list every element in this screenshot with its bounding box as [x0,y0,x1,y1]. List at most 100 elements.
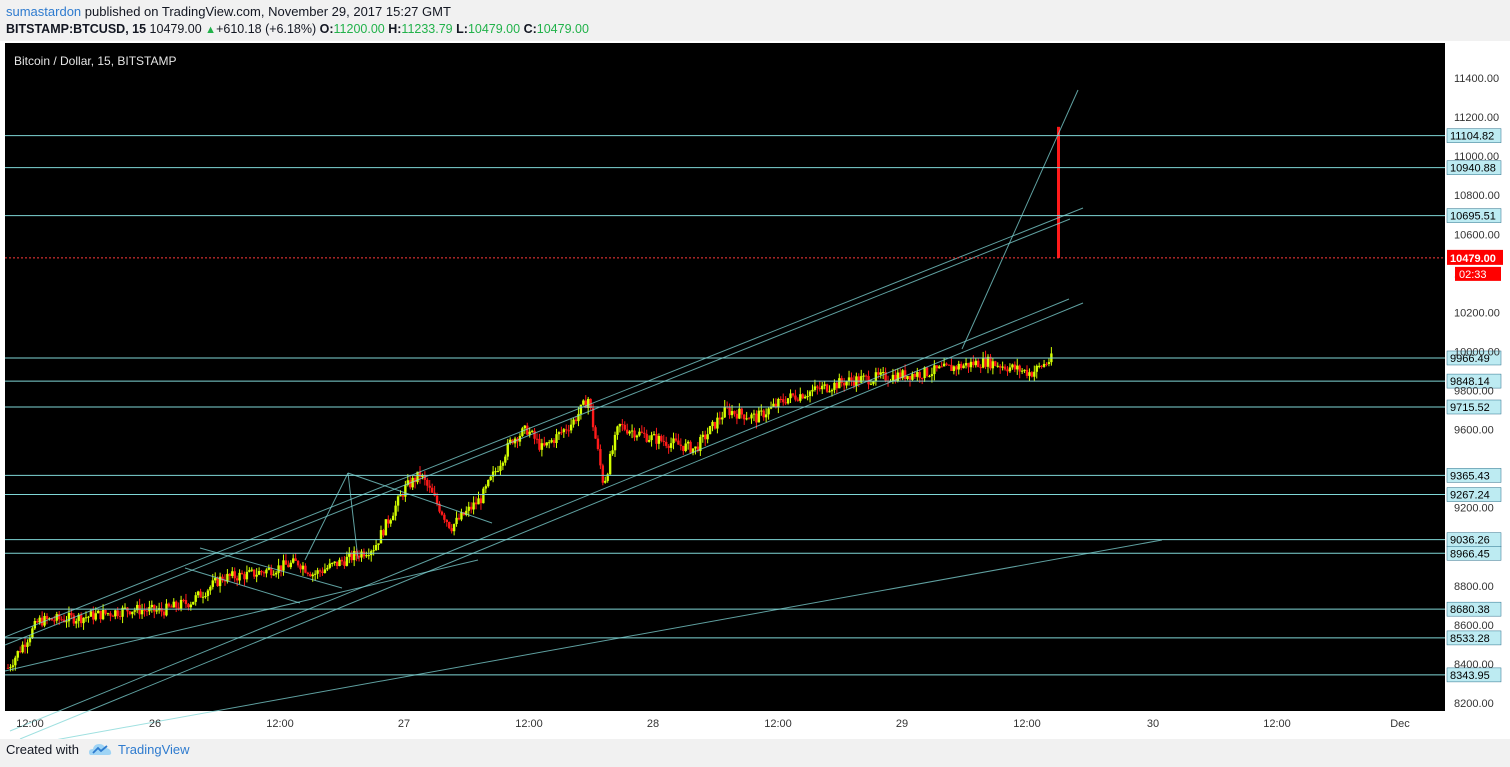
candle-body [845,381,848,386]
candle-body [201,596,205,598]
candle-body [821,385,824,390]
candle-body [284,560,288,565]
candle-body [674,438,678,441]
candle-body [265,569,268,574]
candle-body [521,428,524,436]
candle-body [928,376,931,378]
candle-body [399,495,402,497]
candle-body [706,434,709,440]
candle-body [733,411,736,414]
candle-body [401,495,405,497]
candle-body [835,382,839,389]
candle-body [162,611,166,616]
candle-body [426,479,429,486]
candle-body [599,449,602,466]
candle-body [555,434,558,444]
candle-body [579,404,583,414]
candle-body [104,609,107,614]
level-label-box [1446,667,1502,683]
candle-body [884,372,887,381]
candle-body [528,431,531,435]
candle-body [911,373,914,380]
candle-body [918,372,921,378]
close-label: C: [523,22,537,36]
candle-body [255,574,258,577]
y-tick-label: 8600.00 [1454,620,1494,632]
candle-body [677,440,680,445]
candle-body [611,450,614,454]
candle-body [362,551,366,557]
publish-header: sumastardon published on TradingView.com… [0,0,1510,40]
candle-body [21,644,24,653]
candle-body [769,406,773,409]
candle-body [816,386,819,388]
high-value: 11233.79 [401,22,453,36]
candle-body [857,376,860,383]
candle-body [301,565,305,570]
candle-body [235,578,239,581]
candle-body [177,607,180,609]
tradingview-brand-link[interactable]: TradingView [118,742,190,757]
candle-body [84,617,88,619]
candle-body [974,360,978,366]
candle-body [455,517,458,525]
candle-body [218,576,222,587]
candle-body [633,430,636,438]
author-link[interactable]: sumastardon [6,4,82,19]
candle-body [538,438,541,450]
x-axis-ticks: 12:00 26 12:00 27 12:00 28 12:00 29 12:00 30 12:00… [16,718,1410,730]
level-label-box [1446,350,1502,366]
candle-body [228,573,232,576]
candle-body [782,399,785,403]
candle-body [260,571,263,573]
candle-body [860,376,863,383]
candle-body [1025,369,1029,376]
price-chart[interactable]: Bitcoin / Dollar, 15, BITSTAMP 11104.82 10… [0,41,1510,739]
candle-body [723,406,726,418]
level-label: 9715.52 [1450,402,1490,414]
candle-body [864,375,868,377]
candle-body [777,399,780,407]
candles-group [6,347,1053,672]
trendline [304,472,349,561]
candle-body [326,567,329,570]
candle-body [638,431,641,436]
candle-body [270,567,273,576]
candle-body [435,495,439,504]
candle-body [31,628,34,638]
candle-body [818,387,821,390]
footer: Created with TradingView [0,739,1510,767]
candle-body [842,382,846,386]
candle-body [96,610,100,614]
candle-body [131,611,134,615]
candle-body [552,440,556,444]
candle-body [238,572,241,581]
x-tick-label: 26 [149,718,161,730]
open-label: O: [319,22,334,36]
candle-body [170,606,173,608]
candle-body [543,443,546,446]
candle-body [179,599,183,609]
trendline [199,547,343,589]
y-tick-label: 8800.00 [1454,581,1494,593]
chart-area[interactable]: Bitcoin / Dollar, 15, BITSTAMP 11104.82 10… [0,41,1510,739]
candle-body [713,421,717,429]
candle-body [467,506,470,511]
candle-body [584,400,587,409]
y-tick-label: 9200.00 [1454,503,1494,515]
up-arrow-icon: ▲ [205,24,217,36]
candle-body [55,614,58,621]
candle-body [933,365,936,375]
candle-body [896,372,899,382]
candle-body [806,396,809,398]
candle-body [214,577,217,581]
candle-body [850,377,853,381]
candle-body [643,432,646,434]
candle-body [377,543,380,545]
candle-body [942,363,946,367]
candle-body [891,374,895,381]
candle-body [175,601,178,608]
candle-body [621,423,624,425]
candle-body [6,667,10,669]
candle-body [708,426,712,435]
